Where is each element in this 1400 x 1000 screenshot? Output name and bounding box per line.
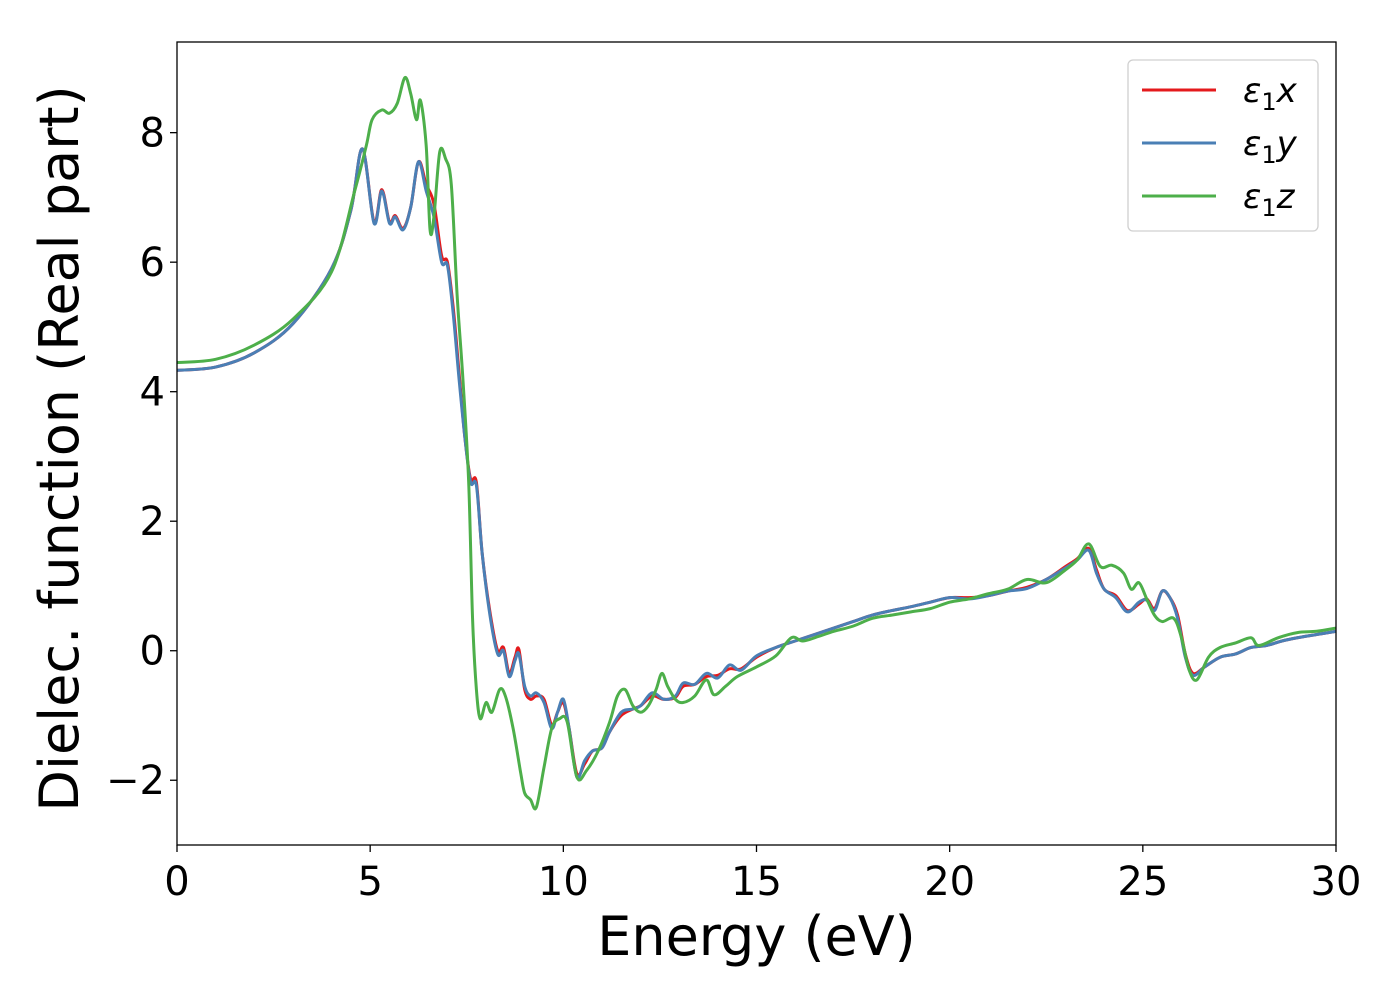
x-tick-label: 20 bbox=[924, 859, 975, 905]
y-tick-label: −2 bbox=[106, 758, 165, 804]
legend: ε1x ε1y ε1z bbox=[1127, 59, 1319, 232]
y-tick-label: 4 bbox=[140, 370, 165, 416]
x-tick-label: 10 bbox=[538, 859, 589, 905]
y-axis: −2 0 2 4 6 8 bbox=[106, 111, 177, 804]
y-tick-label: 2 bbox=[140, 499, 165, 545]
legend-item-y: ε1y bbox=[1142, 124, 1298, 169]
series-line-z bbox=[177, 76, 1336, 811]
x-tick-label: 15 bbox=[731, 859, 782, 905]
x-tick-label: 25 bbox=[1117, 859, 1168, 905]
legend-box bbox=[1127, 59, 1319, 232]
legend-item-x: ε1x bbox=[1142, 71, 1298, 116]
series-layer bbox=[177, 76, 1336, 811]
legend-label: ε1z bbox=[1243, 177, 1296, 222]
legend-item-z: ε1z bbox=[1142, 177, 1296, 222]
series-line-y bbox=[177, 147, 1336, 780]
legend-label: ε1y bbox=[1243, 124, 1298, 169]
x-axis-title: Energy (eV) bbox=[597, 905, 916, 968]
x-tick-label: 0 bbox=[164, 859, 189, 905]
x-axis: 0 5 10 15 20 25 30 bbox=[164, 845, 1361, 905]
y-axis-title: Dielec. function (Real part) bbox=[28, 85, 91, 811]
series-line-x bbox=[177, 147, 1336, 777]
legend-label: ε1x bbox=[1243, 71, 1298, 116]
y-tick-label: 0 bbox=[140, 629, 165, 675]
y-tick-label: 6 bbox=[140, 240, 165, 286]
y-tick-label: 8 bbox=[140, 111, 165, 157]
x-tick-label: 30 bbox=[1311, 859, 1362, 905]
x-tick-label: 5 bbox=[357, 859, 382, 905]
